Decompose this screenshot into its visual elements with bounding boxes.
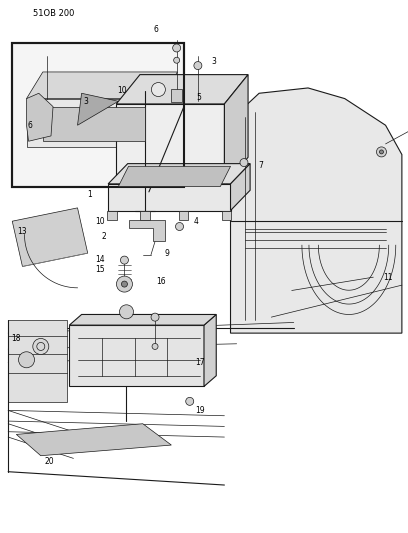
Text: 51OB 200: 51OB 200 xyxy=(33,9,74,18)
Polygon shape xyxy=(27,93,53,141)
Circle shape xyxy=(152,343,158,350)
Circle shape xyxy=(151,83,165,96)
Polygon shape xyxy=(27,72,177,99)
Polygon shape xyxy=(231,88,402,333)
Circle shape xyxy=(120,305,133,319)
Circle shape xyxy=(175,222,184,231)
Polygon shape xyxy=(69,314,216,325)
Circle shape xyxy=(116,276,133,292)
Text: 10: 10 xyxy=(118,86,127,95)
Circle shape xyxy=(186,397,194,406)
Text: 13: 13 xyxy=(18,228,27,236)
Text: 3: 3 xyxy=(83,97,88,106)
Polygon shape xyxy=(179,211,188,220)
Text: 2: 2 xyxy=(102,232,106,240)
Text: 19: 19 xyxy=(195,406,205,415)
Text: 16: 16 xyxy=(156,277,166,286)
Circle shape xyxy=(33,338,49,354)
Polygon shape xyxy=(140,211,150,220)
Polygon shape xyxy=(222,211,231,220)
Polygon shape xyxy=(78,93,118,125)
Text: 6: 6 xyxy=(27,121,32,130)
Polygon shape xyxy=(8,320,67,402)
Bar xyxy=(12,43,184,187)
Text: 7: 7 xyxy=(258,161,263,169)
Circle shape xyxy=(120,256,129,264)
Circle shape xyxy=(174,57,180,63)
Circle shape xyxy=(151,313,159,321)
Polygon shape xyxy=(43,107,145,141)
Circle shape xyxy=(377,147,386,157)
Polygon shape xyxy=(108,184,231,211)
Circle shape xyxy=(122,281,127,287)
Polygon shape xyxy=(12,208,88,266)
Circle shape xyxy=(240,158,248,167)
Polygon shape xyxy=(224,75,248,187)
Polygon shape xyxy=(129,220,165,241)
Text: 5: 5 xyxy=(197,93,202,102)
Polygon shape xyxy=(118,166,231,187)
Polygon shape xyxy=(27,99,161,147)
Text: 17: 17 xyxy=(195,358,205,367)
Polygon shape xyxy=(107,211,117,220)
Polygon shape xyxy=(69,325,204,386)
Text: 14: 14 xyxy=(95,255,105,263)
Text: 3: 3 xyxy=(212,57,217,66)
Bar xyxy=(12,43,184,187)
Text: 20: 20 xyxy=(44,457,54,465)
Polygon shape xyxy=(108,164,250,184)
Text: 10: 10 xyxy=(95,217,105,225)
Text: 11: 11 xyxy=(383,273,392,281)
Text: 6: 6 xyxy=(154,25,159,34)
Circle shape xyxy=(379,150,384,154)
Text: 18: 18 xyxy=(11,334,21,343)
Polygon shape xyxy=(116,75,248,104)
Polygon shape xyxy=(116,104,224,187)
Text: 12: 12 xyxy=(407,124,408,132)
Text: 4: 4 xyxy=(193,217,198,225)
Text: 9: 9 xyxy=(165,249,170,257)
Polygon shape xyxy=(231,164,250,211)
Polygon shape xyxy=(204,314,216,386)
Circle shape xyxy=(173,44,181,52)
Circle shape xyxy=(194,61,202,70)
Text: 1: 1 xyxy=(87,190,92,199)
Circle shape xyxy=(18,352,35,368)
Bar xyxy=(171,89,182,102)
Text: 15: 15 xyxy=(95,265,105,274)
Polygon shape xyxy=(16,424,171,456)
